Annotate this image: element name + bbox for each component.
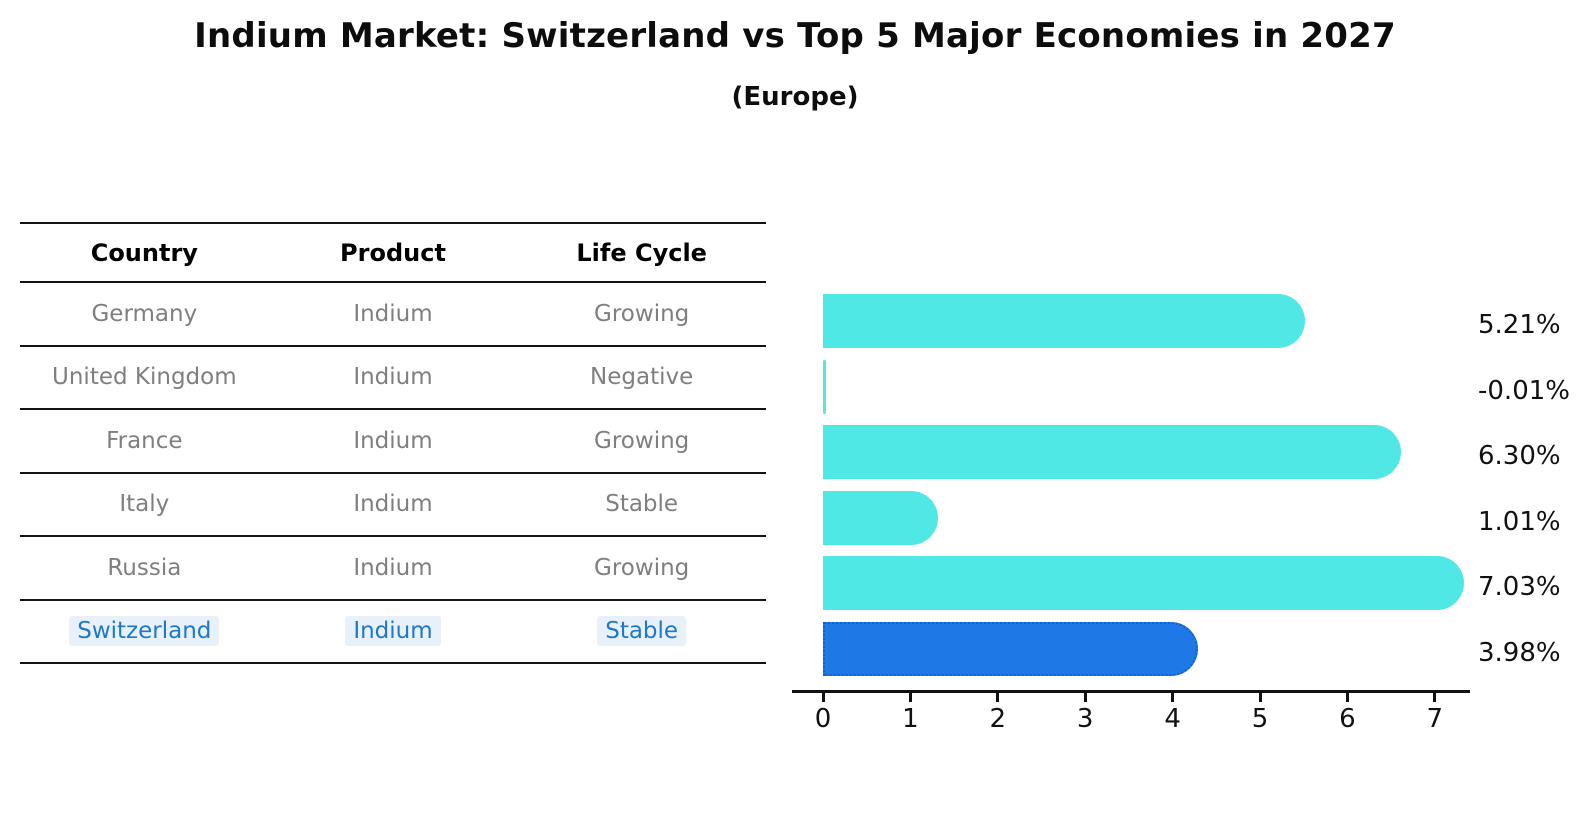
cell-text: Indium bbox=[353, 364, 433, 391]
x-tick-mark bbox=[996, 693, 1000, 702]
cell-country: Russia bbox=[20, 536, 269, 600]
x-tick-mark bbox=[908, 693, 912, 702]
cell-text: Negative bbox=[590, 364, 694, 391]
cell-life-cycle: Negative bbox=[517, 346, 766, 410]
value-label-russia: 7.03% bbox=[1478, 572, 1561, 602]
x-tick-label-4: 4 bbox=[1164, 704, 1181, 734]
country-table: Country Product Life Cycle Germany Indium… bbox=[20, 222, 766, 664]
table-row-switzerland: Switzerland Indium Stable bbox=[20, 600, 766, 664]
cell-country: Switzerland bbox=[20, 600, 269, 664]
bar-united-kingdom bbox=[823, 359, 826, 414]
table-row-germany: Germany Indium Growing bbox=[20, 282, 766, 346]
x-tick-label-5: 5 bbox=[1251, 704, 1269, 734]
cell-text: Indium bbox=[345, 616, 441, 647]
cell-country: Italy bbox=[20, 473, 269, 537]
cell-text: Growing bbox=[594, 300, 690, 327]
cell-text: Switzerland bbox=[69, 616, 220, 647]
cell-text: Indium bbox=[353, 300, 433, 327]
cell-life-cycle: Growing bbox=[517, 409, 766, 473]
value-label-united-kingdom: -0.01% bbox=[1478, 375, 1570, 406]
table-row-france: France Indium Growing bbox=[20, 409, 766, 473]
cell-text: Growing bbox=[594, 554, 690, 581]
value-label-italy: 1.01% bbox=[1478, 506, 1561, 537]
bar-france bbox=[823, 425, 1401, 479]
cell-text: Germany bbox=[91, 300, 198, 327]
x-tick-label-2: 2 bbox=[989, 704, 1007, 734]
x-tick-label-1: 1 bbox=[902, 704, 919, 734]
x-tick-label-0: 0 bbox=[814, 704, 832, 734]
table-row-italy: Italy Indium Stable bbox=[20, 473, 766, 537]
cell-text: Italy bbox=[119, 491, 170, 518]
cell-text: United Kingdom bbox=[52, 364, 237, 391]
cell-product: Indium bbox=[269, 409, 518, 473]
x-tick-label-3: 3 bbox=[1076, 704, 1094, 734]
cell-text: Indium bbox=[353, 427, 433, 454]
x-tick-mark bbox=[1433, 693, 1437, 702]
cell-product: Indium bbox=[269, 536, 518, 600]
x-tick-mark bbox=[1345, 693, 1349, 702]
table-body: Germany Indium Growing United Kingdom Indium… bbox=[20, 282, 766, 663]
cell-product: Indium bbox=[269, 600, 518, 664]
bar-germany bbox=[823, 294, 1306, 348]
bar-italy bbox=[823, 490, 939, 545]
cell-product: Indium bbox=[269, 282, 518, 346]
bar-russia bbox=[823, 556, 1465, 610]
bar-switzerland bbox=[823, 621, 1198, 676]
table-header-row: Country Product Life Cycle bbox=[20, 223, 766, 282]
cell-country: France bbox=[20, 409, 269, 473]
x-tick-label-6: 6 bbox=[1339, 704, 1356, 734]
cell-text: Indium bbox=[353, 491, 433, 518]
x-axis-line bbox=[792, 690, 1470, 693]
cell-country: United Kingdom bbox=[20, 346, 269, 410]
column-header-lifecycle: Life Cycle bbox=[576, 238, 707, 267]
cell-text: Growing bbox=[594, 427, 690, 454]
x-tick-mark bbox=[1083, 693, 1087, 702]
table-row-russia: Russia Indium Growing bbox=[20, 536, 766, 600]
cell-product: Indium bbox=[269, 346, 518, 410]
cell-life-cycle: Growing bbox=[517, 282, 766, 346]
table-row-united-kingdom: United Kingdom Indium Negative bbox=[20, 346, 766, 410]
x-tick-mark bbox=[821, 693, 825, 702]
x-tick-mark bbox=[1258, 693, 1262, 702]
value-label-germany: 5.21% bbox=[1478, 310, 1561, 340]
cell-text: Stable bbox=[605, 491, 679, 518]
cell-country: Germany bbox=[20, 282, 269, 346]
table-header: Country Product Life Cycle bbox=[20, 223, 766, 282]
value-label-france: 6.30% bbox=[1478, 441, 1561, 471]
column-header-product: Product bbox=[340, 238, 446, 267]
value-label-switzerland: 3.98% bbox=[1478, 637, 1561, 668]
chart-subtitle: (Europe) bbox=[731, 82, 859, 112]
column-header-country: Country bbox=[90, 238, 198, 267]
cell-text: Russia bbox=[107, 554, 182, 581]
chart-title: Indium Market: Switzerland vs Top 5 Majo… bbox=[194, 16, 1396, 56]
cell-text: France bbox=[106, 427, 183, 454]
cell-life-cycle: Stable bbox=[517, 600, 766, 664]
x-tick-mark bbox=[1171, 693, 1175, 702]
x-tick-label-7: 7 bbox=[1426, 704, 1444, 734]
cell-text: Stable bbox=[597, 616, 687, 647]
cell-life-cycle: Growing bbox=[517, 536, 766, 600]
cell-text: Indium bbox=[353, 554, 433, 581]
cell-life-cycle: Stable bbox=[517, 473, 766, 537]
cell-product: Indium bbox=[269, 473, 518, 537]
